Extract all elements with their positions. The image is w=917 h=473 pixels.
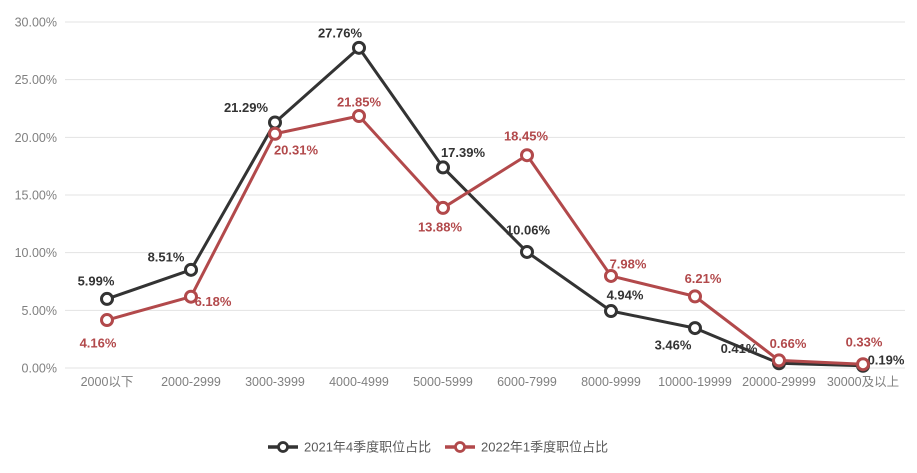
legend-label: 2022年1季度职位占比 xyxy=(481,440,608,455)
y-axis-tick-label: 25.00% xyxy=(15,73,57,87)
data-point-marker[interactable] xyxy=(436,200,450,215)
data-point-label: 0.66% xyxy=(770,336,807,351)
y-axis-tick-label: 30.00% xyxy=(15,16,57,30)
data-point-marker[interactable] xyxy=(688,289,702,304)
x-axis-tick-label: 8000-9999 xyxy=(581,375,641,389)
x-axis-tick-label: 5000-5999 xyxy=(413,375,473,389)
data-point-label: 7.98% xyxy=(610,256,647,271)
data-point-marker[interactable] xyxy=(352,108,366,123)
legend-item-1[interactable]: 2022年1季度职位占比 xyxy=(445,440,608,455)
y-axis-tick-label: 10.00% xyxy=(15,246,57,260)
data-point-marker[interactable] xyxy=(184,289,198,304)
data-point-marker[interactable] xyxy=(184,262,198,277)
x-axis-tick-label: 2000-2999 xyxy=(161,375,221,389)
x-axis-tick-label: 10000-19999 xyxy=(658,375,732,389)
data-point-label: 0.41% xyxy=(721,341,758,356)
x-axis-tick-label: 2000以下 xyxy=(81,375,134,389)
y-axis-tick-label: 0.00% xyxy=(22,362,57,376)
series-1: 4.16% 6.18% 20.31% 21.85% 13.88% 18.45% 7.98% 6… xyxy=(80,94,883,372)
data-point-marker[interactable] xyxy=(100,291,114,306)
data-point-label: 13.88% xyxy=(418,219,463,234)
data-point-marker[interactable] xyxy=(100,313,114,328)
y-axis-tick-label: 5.00% xyxy=(22,304,57,318)
data-point-label: 17.39% xyxy=(441,145,486,160)
data-point-marker[interactable] xyxy=(688,321,702,336)
data-point-marker[interactable] xyxy=(520,244,534,259)
data-point-marker[interactable] xyxy=(268,126,282,141)
data-point-label: 8.51% xyxy=(148,249,185,264)
data-point-label: 21.85% xyxy=(337,94,382,109)
data-point-label: 18.45% xyxy=(504,129,549,144)
data-point-label: 0.19% xyxy=(868,352,905,367)
data-point-label: 4.16% xyxy=(80,336,117,351)
data-point-marker[interactable] xyxy=(604,268,618,283)
data-point-marker[interactable] xyxy=(436,160,450,175)
series-line xyxy=(105,114,865,366)
data-point-label: 20.31% xyxy=(274,142,319,157)
data-point-label: 27.76% xyxy=(318,25,363,40)
data-point-marker[interactable] xyxy=(856,357,870,372)
x-axis-tick-label: 3000-3999 xyxy=(245,375,305,389)
data-point-label: 3.46% xyxy=(655,338,692,353)
x-axis-tick-label: 30000及以上 xyxy=(827,375,899,389)
data-point-marker[interactable] xyxy=(520,148,534,163)
data-point-marker[interactable] xyxy=(352,40,366,55)
data-point-label: 4.94% xyxy=(607,288,644,303)
legend-item-0[interactable]: 2021年4季度职位占比 xyxy=(268,440,431,455)
data-point-label: 6.21% xyxy=(685,271,722,286)
data-point-label: 5.99% xyxy=(78,273,115,288)
legend-circle-marker-icon xyxy=(277,441,289,453)
data-point-label: 10.06% xyxy=(506,222,551,237)
legend-circle-marker-icon xyxy=(454,441,466,453)
y-axis-tick-label: 20.00% xyxy=(15,131,57,145)
legend-label: 2021年4季度职位占比 xyxy=(304,440,431,455)
x-axis-tick-label: 6000-7999 xyxy=(497,375,557,389)
data-point-label: 6.18% xyxy=(195,294,232,309)
y-axis-tick-label: 15.00% xyxy=(15,189,57,203)
series-0: 5.99% 8.51% 21.29% 27.76% 17.39% 10.06% 4.94% 3… xyxy=(78,25,905,373)
data-point-marker[interactable] xyxy=(604,304,618,319)
series-line xyxy=(105,46,865,368)
data-point-marker[interactable] xyxy=(772,353,786,368)
data-point-label: 21.29% xyxy=(224,100,269,115)
data-point-label: 0.33% xyxy=(846,335,883,350)
data-point-marker[interactable] xyxy=(268,115,282,130)
x-axis-tick-label: 20000-29999 xyxy=(742,375,816,389)
x-axis-tick-label: 4000-4999 xyxy=(329,375,389,389)
